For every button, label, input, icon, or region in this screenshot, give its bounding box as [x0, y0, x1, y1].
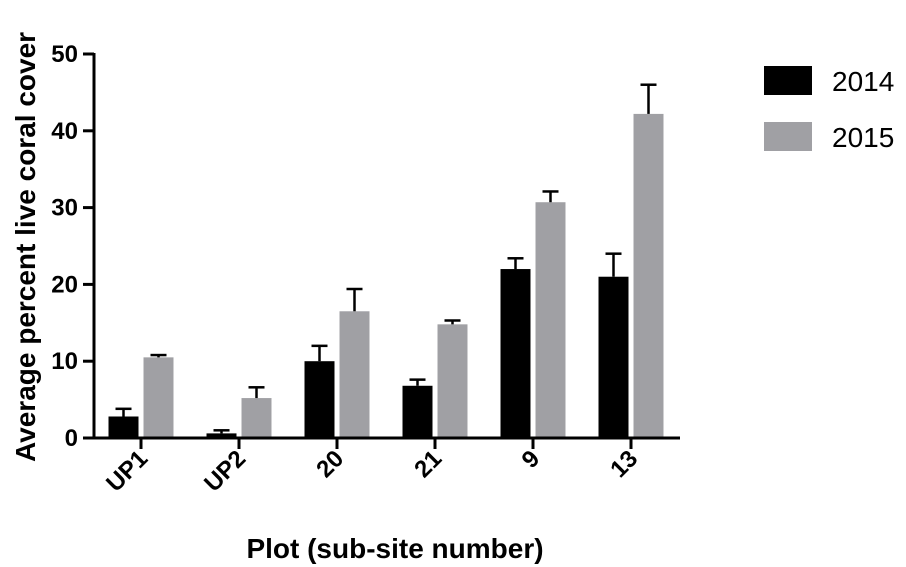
legend: 2014 2015 [764, 66, 894, 153]
bar-2015-21 [437, 324, 468, 438]
bar-2015-13 [633, 113, 664, 439]
x-tick-label: 20 [311, 445, 349, 483]
y-tick-label: 50 [51, 41, 78, 68]
x-axis: UP1 UP2 20 21 9 13 [92, 436, 680, 497]
bar-2014-UP2 [206, 433, 237, 438]
x-tick-label: UP1 [101, 445, 153, 497]
legend-swatch-2015 [764, 122, 812, 151]
bar-2015-UP2 [241, 398, 272, 438]
bar-2014-20 [304, 361, 335, 438]
y-axis: 0 10 20 30 40 50 [51, 41, 96, 452]
y-tick-label: 0 [65, 425, 78, 452]
bar-2014-9 [500, 269, 531, 438]
bar-2014-13 [598, 276, 629, 438]
plot-area [108, 83, 664, 439]
bar-2015-9 [535, 202, 566, 438]
legend-label-2014: 2014 [832, 66, 894, 97]
x-axis-title: Plot (sub-site number) [246, 533, 543, 564]
y-tick-label: 40 [51, 118, 78, 145]
bar-2014-UP1 [108, 416, 139, 438]
bar-2014-21 [402, 385, 433, 438]
legend-label-2015: 2015 [832, 122, 894, 153]
bar-2015-UP1 [143, 357, 174, 438]
x-tick-label: 9 [517, 445, 546, 474]
y-axis-title: Average percent live coral cover [10, 32, 41, 462]
y-tick-label: 10 [51, 348, 78, 375]
x-tick-label: UP2 [199, 445, 251, 497]
y-tick-label: 20 [51, 271, 78, 298]
bar-2015-20 [339, 311, 370, 438]
x-tick-label: 13 [605, 445, 643, 483]
y-tick-label: 30 [51, 195, 78, 222]
x-tick-label: 21 [409, 445, 447, 483]
legend-swatch-2014 [764, 66, 812, 95]
